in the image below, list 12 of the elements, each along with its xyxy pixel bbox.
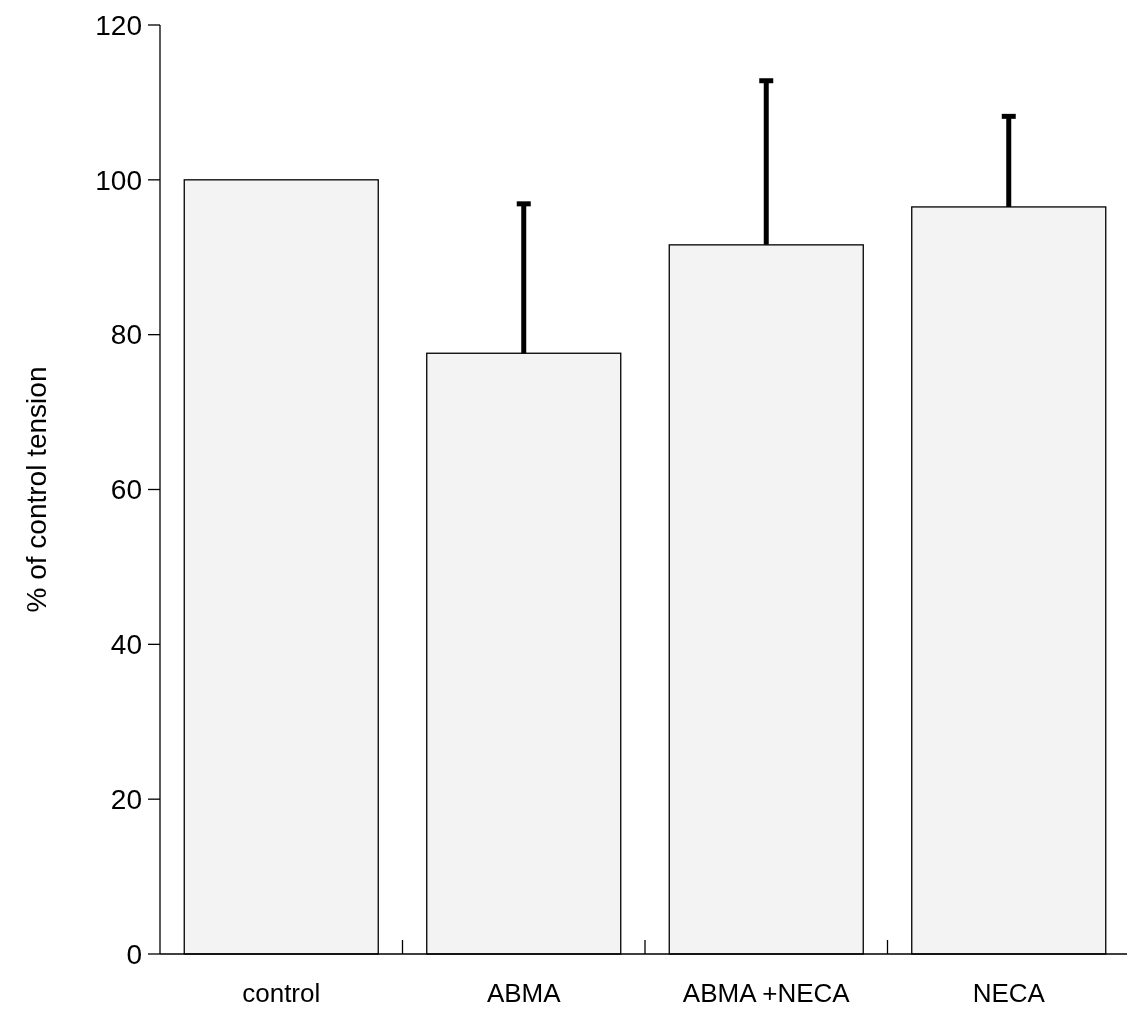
x-tick-label: NECA — [972, 978, 1046, 1008]
y-tick-label: 120 — [95, 9, 142, 41]
x-tick-label: ABMA +NECA — [682, 978, 851, 1008]
y-axis-title: % of control tension — [21, 366, 52, 613]
x-tick-label: control — [242, 978, 321, 1008]
y-tick-label: 80 — [110, 319, 142, 351]
y-tick-label: 0 — [126, 938, 142, 970]
y-tick-label: 60 — [110, 474, 142, 506]
x-tick-label: ABMA — [486, 978, 562, 1008]
y-tick-label: 100 — [95, 164, 142, 196]
y-tick-label: 40 — [110, 629, 142, 661]
y-tick-label: 20 — [110, 783, 142, 815]
